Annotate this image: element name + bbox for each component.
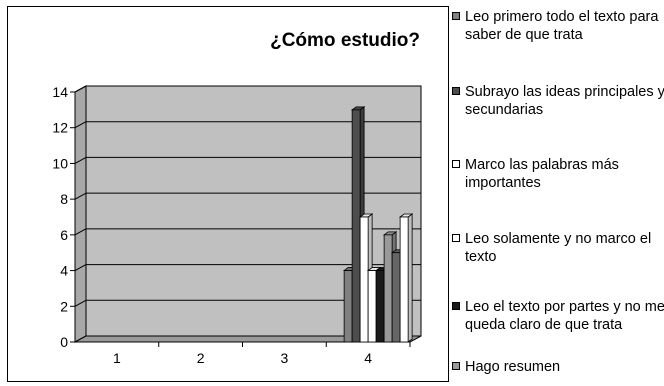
bar (375, 270, 385, 343)
gridline-side (74, 228, 87, 236)
bar (351, 109, 361, 343)
gridline-side (74, 156, 87, 164)
bar (359, 216, 369, 343)
legend-swatch (452, 160, 460, 168)
legend-item: Hago resumen (452, 358, 664, 376)
gridline-side (74, 192, 87, 200)
y-tick-label: 6 (60, 227, 68, 243)
bar (391, 252, 401, 343)
y-tick-label: 8 (60, 191, 68, 207)
legend-item: Subrayo las ideas principales y secundar… (452, 83, 664, 119)
legend-label: Leo el texto por partes y no me queda cl… (465, 299, 664, 333)
y-tick-label: 4 (60, 263, 68, 279)
legend-label: Subrayo las ideas principales y secundar… (465, 84, 664, 118)
bar-side (407, 213, 413, 343)
legend-item: Leo primero todo el texto para saber de … (452, 8, 664, 44)
legend-label: Hago resumen (465, 359, 561, 375)
bar (399, 216, 409, 343)
y-tick-label: 0 (60, 334, 68, 350)
x-tick-label: 1 (113, 350, 121, 366)
legend-swatch (452, 87, 460, 95)
gridline-side (74, 264, 87, 272)
legend-swatch (452, 362, 460, 370)
legend-swatch (452, 234, 460, 242)
legend-swatch (452, 12, 460, 20)
legend-label: Leo primero todo el texto para saber de … (465, 9, 659, 43)
legend-swatch (452, 302, 460, 310)
gridline-side (74, 85, 87, 93)
gridline-side (74, 121, 87, 129)
y-tick-label: 14 (52, 84, 68, 100)
legend-label: Marco las palabras más importantes (465, 157, 619, 191)
y-tick-label: 10 (52, 155, 68, 171)
chart-frame (7, 6, 449, 382)
bar (343, 270, 353, 343)
chart-title: ¿Cómo estudio? (270, 30, 420, 51)
legend-label: Leo solamente y no marco el texto (465, 231, 652, 265)
legend-item: Marco las palabras más importantes (452, 156, 664, 192)
x-tick-label: 3 (280, 350, 288, 366)
x-tick-label: 2 (197, 350, 205, 366)
bar (383, 234, 393, 343)
legend-item: Leo solamente y no marco el texto (452, 230, 664, 266)
x-tick-label: 4 (364, 350, 372, 366)
y-tick-label: 12 (52, 120, 68, 136)
y-tick-label: 2 (60, 298, 68, 314)
gridline-side (74, 299, 87, 307)
bar (367, 270, 377, 343)
legend-item: Leo el texto por partes y no me queda cl… (452, 298, 664, 334)
